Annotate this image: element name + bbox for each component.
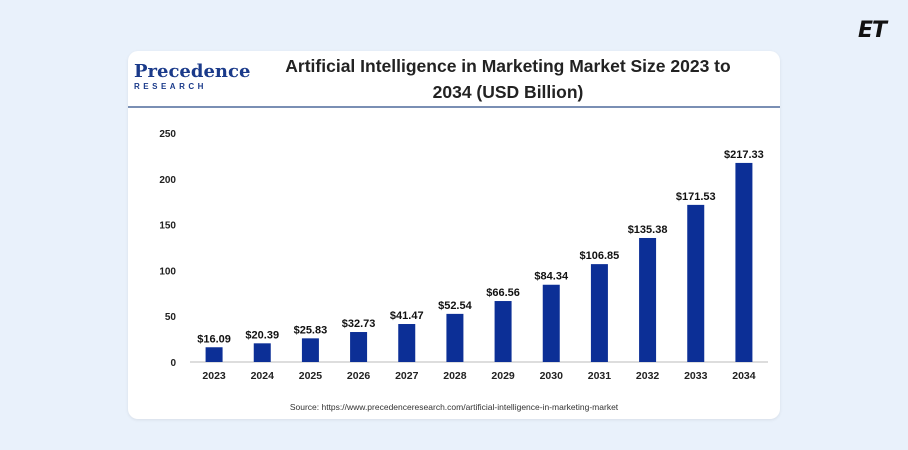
- data-label: $16.09: [197, 333, 231, 345]
- title-divider: [128, 106, 780, 108]
- x-tick-label: 2027: [395, 370, 419, 382]
- x-tick-label: 2031: [588, 370, 612, 382]
- data-label: $41.47: [390, 310, 424, 322]
- y-tick-label: 200: [159, 175, 176, 186]
- bar: [494, 301, 512, 362]
- data-label: $171.53: [676, 191, 716, 203]
- bar: [446, 313, 464, 362]
- y-tick-label: 250: [159, 129, 176, 140]
- brand-name: Precedence: [134, 61, 251, 82]
- x-tick-label: 2029: [491, 370, 515, 382]
- y-tick-label: 0: [170, 358, 176, 369]
- bar: [398, 324, 416, 362]
- y-tick-label: 50: [165, 312, 177, 323]
- bar: [590, 264, 608, 362]
- et-logo: ET: [857, 18, 887, 43]
- bar: [542, 284, 560, 362]
- data-label: $32.73: [342, 318, 376, 330]
- x-tick-label: 2023: [202, 370, 226, 382]
- brand-sub: RESEARCH: [134, 82, 207, 91]
- bar: [687, 204, 705, 362]
- x-tick-label: 2032: [636, 370, 660, 382]
- data-label: $25.83: [294, 324, 328, 336]
- data-label: $20.39: [245, 329, 279, 341]
- data-label: $52.54: [438, 300, 473, 312]
- x-tick-label: 2026: [347, 370, 371, 382]
- y-tick-label: 150: [159, 221, 176, 232]
- source-text: Source: https://www.precedenceresearch.c…: [289, 402, 619, 412]
- x-tick-label: 2028: [443, 370, 467, 382]
- x-tick-label: 2025: [299, 370, 323, 382]
- x-tick-label: 2034: [732, 370, 756, 382]
- data-label: $217.33: [724, 149, 764, 161]
- bar: [639, 237, 657, 362]
- chart-title-line-1: Artificial Intelligence in Marketing Mar…: [285, 56, 731, 76]
- chart-title-line-2: 2034 (USD Billion): [432, 82, 584, 102]
- bar: [301, 338, 319, 362]
- bar: [350, 332, 368, 362]
- precedence-research-logo: Precedence RESEARCH: [134, 61, 251, 92]
- x-tick-label: 2033: [684, 370, 708, 382]
- bar: [253, 343, 271, 362]
- y-tick-label: 100: [159, 266, 176, 277]
- bar-chart: 0 50 100 150 200 250 $16.09 2023 $20.39 2024 $25.8…: [159, 129, 768, 382]
- data-label: $84.34: [534, 271, 569, 283]
- data-label: $66.56: [486, 287, 520, 299]
- data-label: $135.38: [628, 224, 668, 236]
- chart-card: Precedence RESEARCH Artificial Intellige…: [128, 51, 780, 419]
- x-tick-label: 2030: [540, 370, 564, 382]
- chart-title: Artificial Intelligence in Marketing Mar…: [268, 53, 748, 105]
- data-label: $106.85: [580, 250, 620, 262]
- x-tick-label: 2024: [251, 370, 275, 382]
- bar: [735, 162, 753, 362]
- bar: [205, 347, 223, 362]
